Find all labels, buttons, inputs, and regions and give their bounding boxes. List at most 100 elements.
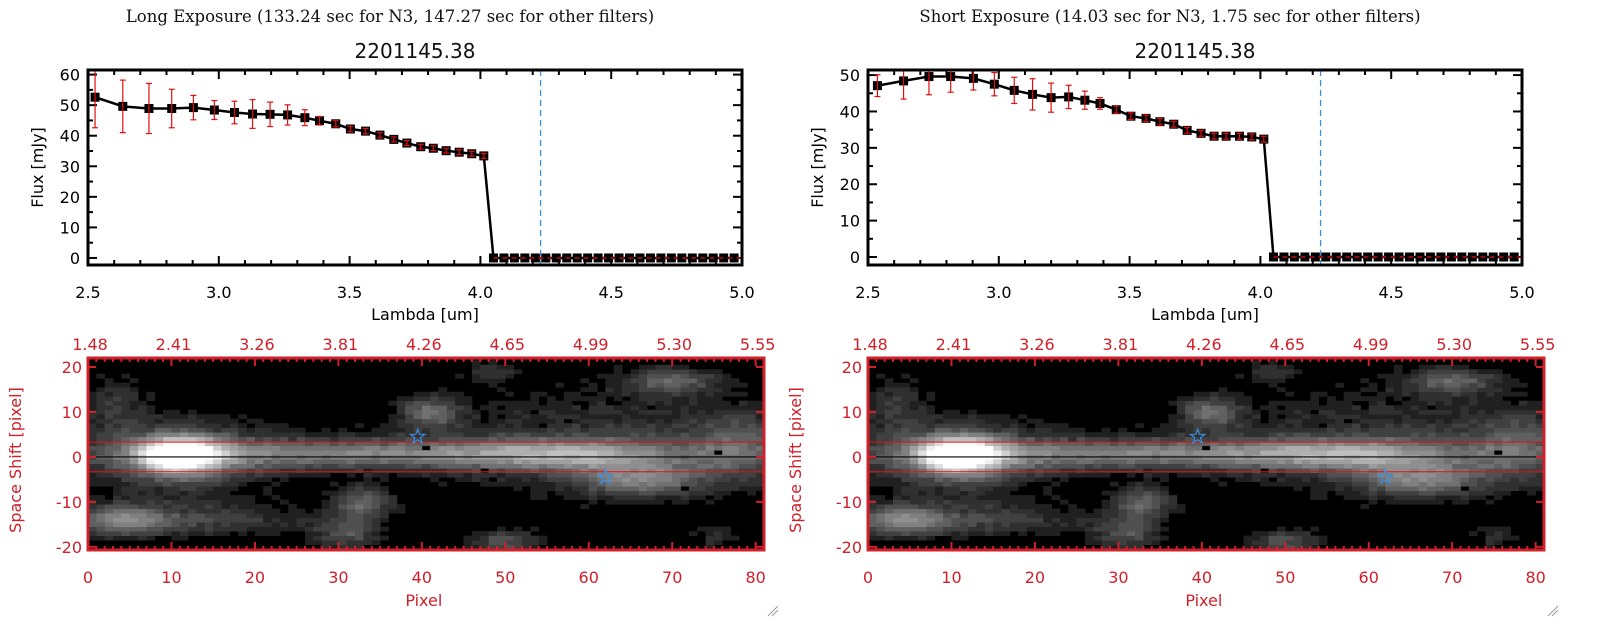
image-pixel [330,432,339,438]
image-pixel [213,418,222,424]
image-pixel [1251,531,1261,537]
image-pixel [271,445,281,451]
image-pixel [1460,481,1470,487]
image-pixel [1034,472,1044,478]
image-pixel [1402,432,1411,438]
image-pixel [1485,450,1495,456]
image-pixel [288,517,298,523]
image-pixel [630,400,640,406]
image-pixel [1410,445,1420,451]
image-pixel [421,414,431,420]
image-pixel [221,531,231,537]
image-pixel [597,450,606,456]
image-pixel [1502,432,1512,438]
image-pixel [934,531,944,537]
image-pixel [538,490,548,496]
image-pixel [413,418,423,424]
image-pixel [1385,463,1395,469]
image-pixel [1418,436,1428,442]
image-pixel [663,414,673,420]
image-pixel [1493,472,1503,478]
image-pixel [1510,405,1520,411]
image-pixel [430,391,439,397]
y-tick-label: 60 [60,66,80,85]
image-pixel [238,495,247,501]
image-pixel [680,472,690,478]
image-pixel [1377,436,1386,442]
image-pixel [680,418,690,424]
image-pixel [338,468,348,474]
image-pixel [547,477,556,483]
image-pixel [580,378,590,384]
resize-grip-icon[interactable] [1547,605,1559,617]
x-tick-label: 2.5 [75,283,100,302]
image-pixel [1176,445,1186,451]
image-pixel [738,450,748,456]
image-pixel [330,463,339,469]
image-pixel [179,495,189,501]
image-pixel [96,459,106,465]
image-pixel [613,418,623,424]
image-pixel [672,463,681,469]
image-pixel [1110,508,1119,514]
image-pixel [146,490,156,496]
image-area [88,358,764,550]
image-pixel [959,495,969,501]
image-pixel [1468,414,1478,420]
image-pixel [1168,414,1178,420]
image-pixel [1210,418,1219,424]
image-pixel [463,427,473,433]
image-pixel [1151,432,1161,438]
image-pixel [1251,441,1261,447]
image-pixel [1276,477,1286,483]
image-pixel [138,504,147,510]
image-pixel [496,423,506,429]
image-pixel [480,423,489,429]
image-pixel [688,369,698,375]
image-pixel [480,427,489,433]
image-pixel [1443,396,1453,402]
image-pixel [1452,481,1461,487]
image-pixel [1276,441,1286,447]
image-pixel [1385,481,1395,487]
image-pixel [104,517,114,523]
image-pixel [104,432,114,438]
image-pixel [538,459,548,465]
image-pixel [688,427,698,433]
image-pixel [943,490,952,496]
image-pixel [296,432,306,438]
image-pixel [146,396,156,402]
image-pixel [1268,436,1278,442]
image-pixel [547,450,556,456]
image-pixel [1034,459,1044,465]
image-pixel [884,472,894,478]
resize-grip-icon[interactable] [767,605,779,617]
image-pixel [163,508,172,514]
image-pixel [1485,396,1495,402]
image-pixel [1143,432,1153,438]
image-pixel [1468,445,1478,451]
image-pixel [1368,400,1378,406]
image-pixel [104,535,114,541]
image-pixel [1034,423,1044,429]
image-pixel [505,409,515,415]
image-pixel [926,396,936,402]
image-pixel [630,409,640,415]
image-pixel [605,391,615,397]
image-pixel [188,517,197,523]
image-pixel [196,490,206,496]
image-pixel [638,450,648,456]
image-pixel [263,450,273,456]
image-pixel [580,441,590,447]
image-pixel [613,378,623,384]
image-pixel [688,436,698,442]
image-pixel [1402,436,1411,442]
image-pixel [146,472,156,478]
image-pixel [868,450,877,456]
image-pixel [959,441,969,447]
image-pixel [638,382,648,388]
image-pixel [680,369,690,375]
image-pixel [113,387,122,393]
image-pixel [884,396,894,402]
image-pixel [455,400,464,406]
